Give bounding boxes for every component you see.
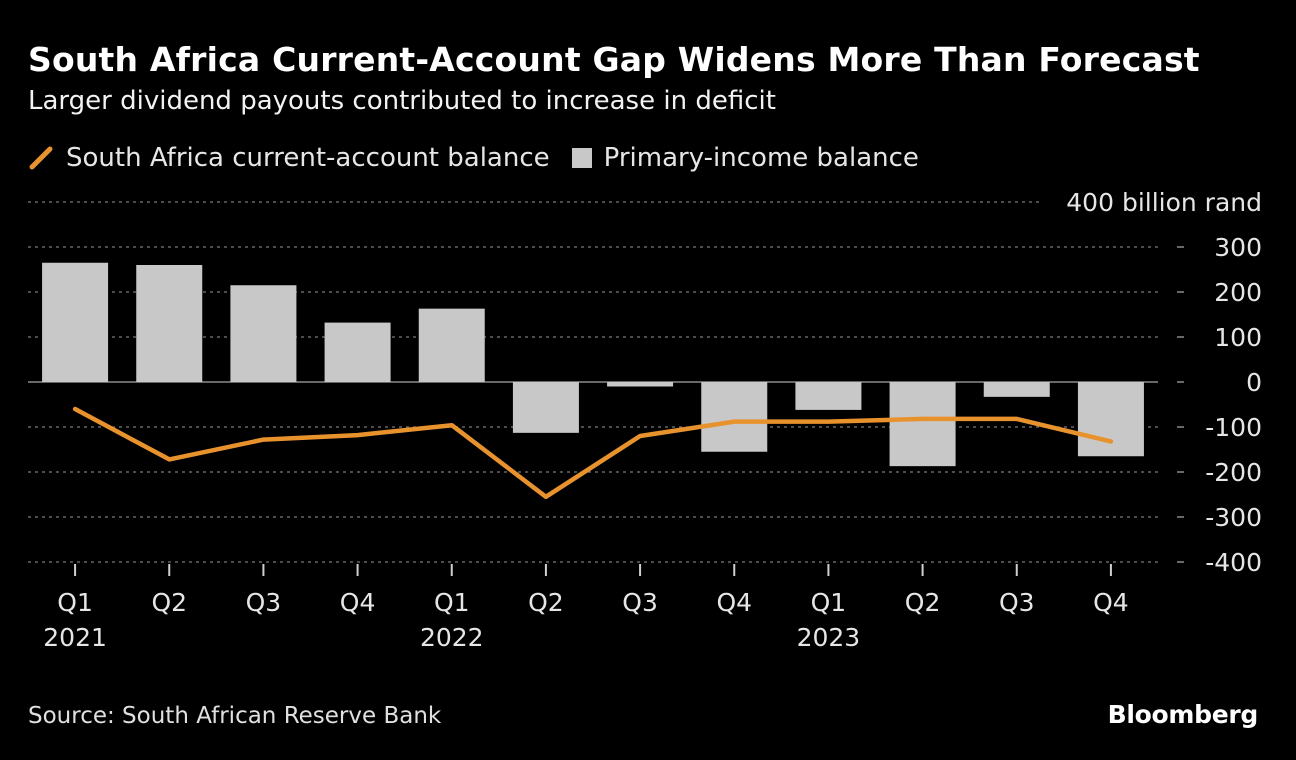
x-year-label: 2022 — [420, 623, 484, 652]
bar-primary-income — [889, 382, 956, 467]
bar-primary-income — [795, 382, 862, 410]
x-tick-label: Q3 — [246, 588, 282, 617]
x-tick-label: Q3 — [622, 588, 658, 617]
bar-primary-income — [136, 265, 203, 382]
line-current-account — [72, 406, 1114, 500]
legend: South Africa current-account balance Pri… — [28, 142, 941, 174]
x-tick-label: Q2 — [905, 588, 941, 617]
bar-primary-income — [701, 382, 768, 452]
y-tick-label: 0 — [1246, 368, 1262, 397]
x-year-label: 2021 — [43, 623, 107, 652]
box-swatch-icon — [571, 148, 592, 168]
bar-primary-income — [607, 382, 674, 387]
legend-item-primary-income: Primary-income balance — [571, 143, 919, 173]
x-tick-label: Q1 — [811, 588, 847, 617]
bar-primary-income — [230, 285, 297, 382]
y-tick-label: -100 — [1205, 413, 1262, 442]
x-tick-label: Q3 — [999, 588, 1035, 617]
y-tick-label: 200 — [1214, 278, 1262, 307]
bar-primary-income — [418, 308, 485, 382]
x-tick-label: Q2 — [528, 588, 564, 617]
x-tick-label: Q4 — [340, 588, 376, 617]
chart-title: South Africa Current-Account Gap Widens … — [28, 40, 1200, 79]
x-tick-label: Q1 — [434, 588, 470, 617]
x-tick-label: Q2 — [151, 588, 187, 617]
legend-label-primary-income: Primary-income balance — [603, 143, 919, 173]
y-tick-label: 400 billion rand — [1066, 188, 1262, 217]
x-tick-label: Q4 — [716, 588, 752, 617]
source-note: Source: South African Reserve Bank — [28, 703, 442, 729]
bar-primary-income — [1077, 382, 1144, 457]
chart-subtitle: Larger dividend payouts contributed to i… — [28, 86, 776, 116]
x-year-label: 2023 — [797, 623, 861, 652]
bar-primary-income — [42, 262, 109, 382]
bloomberg-logo: Bloomberg — [1107, 700, 1259, 729]
x-tick-label: Q1 — [57, 588, 93, 617]
bar-primary-income — [983, 382, 1050, 397]
legend-label-current-account: South Africa current-account balance — [66, 143, 550, 173]
legend-item-current-account: South Africa current-account balance — [28, 143, 550, 173]
y-tick-label: -300 — [1205, 503, 1262, 532]
y-tick-label: 100 — [1214, 323, 1262, 352]
x-tick-label: Q4 — [1093, 588, 1129, 617]
bar-primary-income — [324, 322, 391, 382]
line-swatch-icon — [29, 146, 53, 170]
y-tick-label: -200 — [1205, 458, 1262, 487]
y-tick-label: 300 — [1214, 233, 1262, 262]
y-tick-label: -400 — [1205, 548, 1262, 577]
bar-primary-income — [512, 382, 579, 433]
